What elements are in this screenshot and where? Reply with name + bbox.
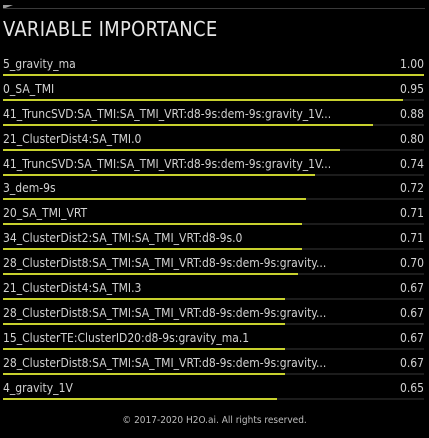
bar-track	[3, 173, 424, 176]
importance-bar	[3, 223, 302, 226]
bar-track	[3, 98, 424, 101]
feature-label: 21_ClusterDist4:SA_TMI.3	[3, 281, 142, 296]
importance-bar	[3, 123, 374, 126]
importance-row: 20_SA_TMI_VRT 0.71	[3, 202, 424, 227]
copyright-footer: © 2017-2020 H2O.ai. All rights reserved.	[122, 415, 307, 426]
importance-bar	[3, 198, 307, 201]
bar-track	[3, 322, 424, 325]
importance-bar	[3, 148, 340, 151]
bar-track	[3, 223, 424, 226]
bar-track	[3, 347, 424, 350]
importance-bar	[3, 298, 286, 301]
importance-bar	[3, 173, 315, 176]
importance-value: 1.00	[399, 57, 424, 71]
bar-track	[3, 397, 424, 400]
importance-bar	[3, 98, 403, 101]
importance-row: 0_SA_TMI 0.95	[3, 78, 424, 103]
top-divider	[3, 8, 425, 9]
importance-row: 15_ClusterTE:ClusterID20:d8-9s:gravity_m…	[3, 327, 424, 352]
feature-label: 5_gravity_ma	[3, 57, 76, 71]
feature-label: 3_dem-9s	[3, 181, 56, 196]
importance-bar	[3, 74, 424, 76]
feature-label: 15_ClusterTE:ClusterID20:d8-9s:gravity_m…	[3, 330, 250, 345]
importance-value: 0.74	[399, 156, 424, 171]
importance-row: 3_dem-9s 0.72	[3, 177, 424, 202]
importance-value: 0.71	[399, 231, 424, 246]
bar-track	[3, 148, 424, 151]
importance-bar	[3, 397, 277, 400]
feature-label: 21_ClusterDist4:SA_TMI.0	[3, 131, 142, 146]
feature-label: 28_ClusterDist8:SA_TMI:SA_TMI_VRT:d8-9s:…	[3, 305, 327, 320]
feature-label: 4_gravity_1V	[3, 380, 73, 395]
importance-bar	[3, 273, 298, 276]
corner-marker	[3, 5, 13, 9]
bar-track	[3, 298, 424, 301]
feature-label: 0_SA_TMI	[3, 81, 55, 96]
importance-row: 5_gravity_ma 1.00	[3, 53, 424, 78]
importance-value: 0.67	[399, 305, 424, 320]
importance-row: 4_gravity_1V 0.65	[3, 377, 424, 402]
importance-row: 28_ClusterDist8:SA_TMI:SA_TMI_VRT:d8-9s:…	[3, 302, 424, 327]
importance-bar	[3, 372, 286, 375]
importance-bar	[3, 248, 302, 251]
importance-value: 0.88	[399, 106, 424, 121]
feature-label: 28_ClusterDist8:SA_TMI:SA_TMI_VRT:d8-9s:…	[3, 355, 327, 370]
importance-row: 41_TruncSVD:SA_TMI:SA_TMI_VRT:d8-9s:dem-…	[3, 103, 424, 128]
feature-label: 34_ClusterDist2:SA_TMI:SA_TMI_VRT:d8-9s.…	[3, 231, 243, 246]
importance-value: 0.67	[399, 281, 424, 296]
feature-label: 41_TruncSVD:SA_TMI:SA_TMI_VRT:d8-9s:dem-…	[3, 106, 332, 121]
importance-row: 34_ClusterDist2:SA_TMI:SA_TMI_VRT:d8-9s.…	[3, 227, 424, 252]
bar-track	[3, 198, 424, 201]
bar-track	[3, 372, 424, 375]
importance-row: 21_ClusterDist4:SA_TMI.0 0.80	[3, 128, 424, 153]
bar-track	[3, 123, 424, 126]
importance-row: 41_TruncSVD:SA_TMI:SA_TMI_VRT:d8-9s:dem-…	[3, 153, 424, 178]
importance-value: 0.67	[399, 355, 424, 370]
importance-row: 28_ClusterDist8:SA_TMI:SA_TMI_VRT:d8-9s:…	[3, 252, 424, 277]
feature-label: 41_TruncSVD:SA_TMI:SA_TMI_VRT:d8-9s:dem-…	[3, 156, 332, 171]
importance-row: 21_ClusterDist4:SA_TMI.3 0.67	[3, 277, 424, 302]
importance-bar-list: 5_gravity_ma 1.00 0_SA_TMI 0.95 41_TruncSVD:…	[3, 53, 424, 401]
feature-label: 28_ClusterDist8:SA_TMI:SA_TMI_VRT:d8-9s:…	[3, 256, 327, 271]
importance-row: 28_ClusterDist8:SA_TMI:SA_TMI_VRT:d8-9s:…	[3, 352, 424, 377]
bar-track	[3, 74, 424, 76]
importance-value: 0.65	[399, 380, 424, 395]
importance-value: 0.95	[399, 81, 424, 96]
importance-value: 0.80	[399, 131, 424, 146]
importance-value: 0.72	[399, 181, 424, 196]
bar-track	[3, 273, 424, 276]
chart-title: VARIABLE IMPORTANCE	[3, 17, 218, 41]
feature-label: 20_SA_TMI_VRT	[3, 206, 88, 221]
importance-bar	[3, 322, 286, 325]
importance-value: 0.71	[399, 206, 424, 221]
importance-value: 0.67	[399, 330, 424, 345]
bar-track	[3, 248, 424, 251]
importance-value: 0.70	[399, 256, 424, 271]
importance-bar	[3, 347, 286, 350]
